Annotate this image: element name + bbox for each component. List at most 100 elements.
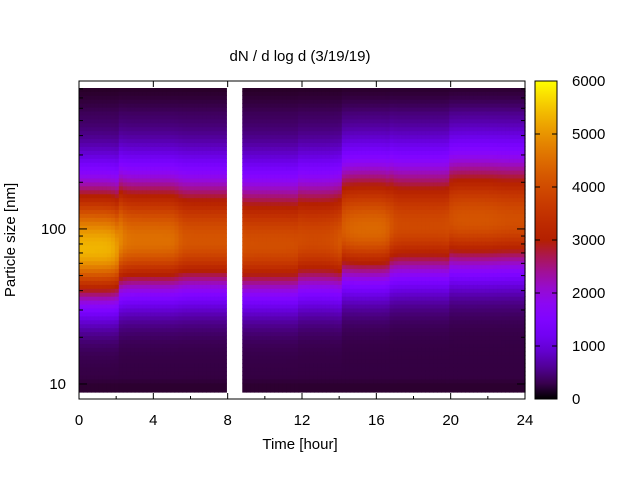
heatmap-cell bbox=[282, 146, 287, 151]
heatmap-cell bbox=[170, 319, 176, 325]
heatmap-cell bbox=[313, 327, 319, 333]
heatmap-cell bbox=[282, 166, 287, 171]
heatmap-cell bbox=[174, 201, 180, 207]
heatmap-cell bbox=[353, 240, 359, 246]
heatmap-cell bbox=[178, 315, 184, 321]
heatmap-cell bbox=[345, 296, 351, 301]
heatmap-cell bbox=[202, 378, 208, 384]
heatmap-cell bbox=[321, 355, 327, 360]
heatmap-cell bbox=[190, 355, 196, 360]
heatmap-cell bbox=[341, 367, 347, 372]
heatmap-cell bbox=[86, 311, 92, 317]
heatmap-cell bbox=[218, 177, 223, 183]
heatmap-cell bbox=[302, 272, 307, 277]
heatmap-cell bbox=[266, 88, 271, 92]
heatmap-cell bbox=[294, 114, 299, 120]
heatmap-cell bbox=[98, 166, 104, 171]
heatmap-cell bbox=[246, 288, 251, 293]
heatmap-cell bbox=[146, 276, 152, 281]
heatmap-cell bbox=[126, 213, 132, 218]
heatmap-cell bbox=[94, 311, 100, 317]
heatmap-cell bbox=[182, 221, 188, 226]
heatmap-cell bbox=[206, 264, 212, 270]
heatmap-cell bbox=[274, 276, 279, 281]
heatmap-cell bbox=[142, 189, 148, 195]
heatmap-cell bbox=[94, 134, 100, 140]
heatmap-cell bbox=[246, 150, 251, 155]
heatmap-cell bbox=[178, 138, 184, 144]
heatmap-cell bbox=[198, 229, 204, 234]
heatmap-cell bbox=[250, 225, 255, 230]
heatmap-cell bbox=[122, 323, 128, 329]
heatmap-cell bbox=[309, 162, 315, 167]
heatmap-cell bbox=[333, 252, 339, 258]
heatmap-cell bbox=[262, 288, 267, 293]
heatmap-cell bbox=[122, 240, 128, 246]
heatmap-cell bbox=[341, 276, 347, 281]
heatmap-cell bbox=[321, 173, 327, 179]
heatmap-cell bbox=[98, 351, 104, 356]
heatmap-cell bbox=[106, 225, 112, 230]
heatmap-cell bbox=[186, 154, 192, 159]
heatmap-cell bbox=[313, 106, 319, 112]
heatmap-cell bbox=[174, 229, 180, 234]
heatmap-cell bbox=[325, 213, 331, 218]
heatmap-cell bbox=[349, 193, 355, 199]
heatmap-cell bbox=[298, 229, 303, 234]
heatmap-cell bbox=[174, 315, 180, 321]
heatmap-cell bbox=[134, 181, 140, 187]
heatmap-cell bbox=[126, 296, 132, 301]
heatmap-cell bbox=[266, 359, 271, 364]
heatmap-cell bbox=[202, 327, 208, 333]
heatmap-cell bbox=[341, 331, 347, 337]
heatmap-cell bbox=[166, 118, 172, 124]
heatmap-cell bbox=[142, 237, 148, 242]
heatmap-cell bbox=[110, 181, 116, 187]
heatmap-cell bbox=[154, 193, 160, 199]
heatmap-cell bbox=[102, 158, 108, 163]
heatmap-cell bbox=[94, 382, 100, 393]
heatmap-cell bbox=[142, 256, 148, 262]
heatmap-cell bbox=[333, 197, 339, 203]
heatmap-cell bbox=[182, 370, 188, 376]
heatmap-cell bbox=[333, 331, 339, 337]
heatmap-cell bbox=[178, 244, 184, 250]
heatmap-cell bbox=[130, 351, 136, 356]
heatmap-cell bbox=[329, 166, 335, 171]
heatmap-cell bbox=[190, 307, 196, 313]
heatmap-cell bbox=[222, 331, 227, 337]
heatmap-cell bbox=[270, 248, 275, 254]
heatmap-cell bbox=[162, 138, 168, 144]
heatmap-cell bbox=[154, 288, 160, 293]
heatmap-cell bbox=[266, 347, 271, 352]
heatmap-cell bbox=[294, 146, 299, 151]
heatmap-cell bbox=[79, 280, 84, 285]
heatmap-cell bbox=[79, 134, 84, 140]
heatmap-cell bbox=[214, 173, 219, 179]
heatmap-cell bbox=[325, 134, 331, 140]
heatmap-cell bbox=[278, 99, 283, 104]
heatmap-cell bbox=[262, 260, 267, 266]
heatmap-cell bbox=[302, 138, 307, 144]
heatmap-cell bbox=[329, 126, 335, 132]
heatmap-cell bbox=[341, 280, 347, 285]
heatmap-cell bbox=[94, 130, 100, 136]
heatmap-cell bbox=[222, 370, 227, 376]
heatmap-cell bbox=[154, 201, 160, 207]
heatmap-cell bbox=[178, 367, 184, 372]
heatmap-cell bbox=[98, 205, 104, 211]
heatmap-cell bbox=[154, 114, 160, 120]
heatmap-cell bbox=[337, 197, 343, 203]
heatmap-cell bbox=[102, 335, 108, 341]
heatmap-cell bbox=[250, 142, 255, 147]
heatmap-cell bbox=[321, 351, 327, 356]
heatmap-cell bbox=[170, 374, 176, 380]
heatmap-cell bbox=[341, 110, 347, 116]
heatmap-cell bbox=[246, 205, 251, 211]
heatmap-cell bbox=[130, 339, 136, 344]
heatmap-cell bbox=[254, 248, 259, 254]
heatmap-cell bbox=[214, 177, 219, 183]
heatmap-cell bbox=[309, 315, 315, 321]
heatmap-cell bbox=[146, 296, 152, 301]
heatmap-cell bbox=[178, 217, 184, 222]
